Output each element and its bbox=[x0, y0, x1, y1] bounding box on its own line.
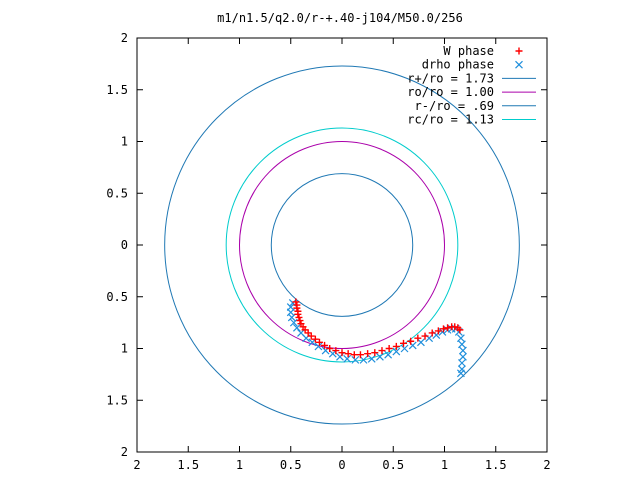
circle-r-line bbox=[164, 65, 520, 425]
legend-label: W phase bbox=[443, 44, 494, 58]
x-tick-label: 1.5 bbox=[485, 458, 507, 472]
y-tick-label: 0 bbox=[121, 238, 128, 252]
drho-phase-point bbox=[328, 349, 337, 358]
w-phase-point bbox=[371, 349, 379, 357]
x-tick-label: 2 bbox=[133, 458, 140, 472]
y-tick-label: 1 bbox=[121, 342, 128, 356]
drho-phase-point bbox=[515, 60, 523, 69]
drho-phase-point bbox=[343, 354, 352, 363]
y-axis: 2 1.5 1 0.5 0 0.5 1 1.5 2 bbox=[106, 31, 547, 459]
drho-phase-point bbox=[456, 369, 465, 378]
drho-phase-point bbox=[456, 334, 465, 343]
w-phase-point bbox=[400, 339, 407, 347]
w-phase-point bbox=[414, 334, 422, 342]
series-markers bbox=[286, 298, 467, 378]
drho-phase-point bbox=[417, 338, 425, 347]
w-phase-point bbox=[428, 329, 436, 337]
y-tick-label: 1.5 bbox=[106, 393, 128, 407]
reference-circles bbox=[164, 65, 520, 425]
w-phase-point bbox=[304, 329, 312, 337]
w-phase-point bbox=[421, 332, 429, 340]
drho-phase-point bbox=[287, 313, 296, 322]
drho-phase-point bbox=[458, 359, 466, 367]
drho-phase-point bbox=[292, 323, 301, 332]
y-tick-label: 2 bbox=[121, 445, 128, 459]
w-phase-point bbox=[294, 310, 302, 318]
x-tick-label: 0.5 bbox=[382, 458, 404, 472]
w-phase-point bbox=[296, 317, 304, 325]
drho-phase-point bbox=[359, 355, 368, 364]
drho-phase-point bbox=[314, 342, 323, 351]
x-tick-label: 1 bbox=[236, 458, 243, 472]
w-phase-point bbox=[444, 324, 452, 332]
y-tick-label: 1 bbox=[121, 135, 128, 149]
circle-rc-line bbox=[225, 127, 459, 363]
w-phase-point bbox=[434, 327, 442, 335]
legend-label: r-/ro = .69 bbox=[415, 99, 494, 113]
drho-phase-point bbox=[384, 350, 393, 359]
w-phase-point bbox=[439, 325, 447, 333]
w-phase-point bbox=[451, 323, 459, 331]
drho-phase-point bbox=[351, 355, 360, 364]
w-phase-point bbox=[315, 338, 323, 346]
drho-phase-point bbox=[392, 347, 401, 356]
legend-label: r+/ro = 1.73 bbox=[407, 71, 494, 85]
x-tick-label: 1.5 bbox=[177, 458, 199, 472]
drho-phase-point bbox=[289, 318, 298, 327]
w-phase-point bbox=[407, 337, 415, 345]
w-phase-point bbox=[385, 345, 393, 352]
w-phase-point bbox=[311, 335, 319, 343]
w-phase-point bbox=[295, 313, 303, 321]
x-tick-label: 1 bbox=[441, 458, 448, 472]
w-phase-point bbox=[344, 350, 352, 358]
drho-phase-point bbox=[308, 338, 317, 347]
legend-label: ro/ro = 1.00 bbox=[407, 85, 494, 99]
drho-phase-point bbox=[459, 346, 467, 355]
drho-phase-point bbox=[438, 328, 447, 336]
x-tick-label: 2 bbox=[543, 458, 550, 472]
w-phase-point bbox=[332, 347, 340, 355]
w-phase-point bbox=[392, 342, 400, 350]
y-tick-label: 2 bbox=[121, 31, 128, 45]
w-phase-point bbox=[356, 351, 364, 359]
w-phase-point bbox=[292, 298, 300, 306]
chart-title: m1/n1.5/q2.0/r-+.40-j104/M50.0/256 bbox=[217, 11, 463, 25]
circle-ro-line bbox=[239, 141, 445, 349]
x-tick-label: 0 bbox=[338, 458, 345, 472]
w-phase-point bbox=[456, 326, 464, 334]
w-phase-point bbox=[364, 350, 372, 358]
w-phase-point bbox=[338, 349, 346, 357]
w-phase-point bbox=[293, 304, 301, 312]
drho-phase-point bbox=[400, 344, 409, 353]
y-tick-label: 1.5 bbox=[106, 83, 128, 97]
circle-r-line bbox=[270, 173, 414, 317]
drho-phase-point bbox=[367, 354, 376, 363]
legend-label: rc/ro = 1.13 bbox=[407, 113, 494, 127]
y-tick-label: 0.5 bbox=[106, 186, 128, 200]
w-phase-point bbox=[307, 332, 315, 340]
w-phase-point bbox=[515, 47, 523, 55]
legend-label: drho phase bbox=[422, 58, 494, 72]
drho-phase-point bbox=[458, 340, 466, 349]
w-phase-point bbox=[321, 341, 329, 349]
x-tick-label: 0.5 bbox=[280, 458, 302, 472]
w-phase-point bbox=[326, 345, 334, 352]
w-phase-point bbox=[378, 347, 386, 355]
w-phase-point bbox=[301, 326, 309, 334]
w-phase-point bbox=[350, 351, 358, 359]
x-axis: 2 1.5 1 0.5 0 0.5 1 1.5 2 bbox=[133, 38, 551, 472]
drho-phase-point bbox=[376, 352, 384, 361]
drho-phase-point bbox=[459, 352, 467, 361]
y-tick-label: 0.5 bbox=[106, 290, 128, 304]
